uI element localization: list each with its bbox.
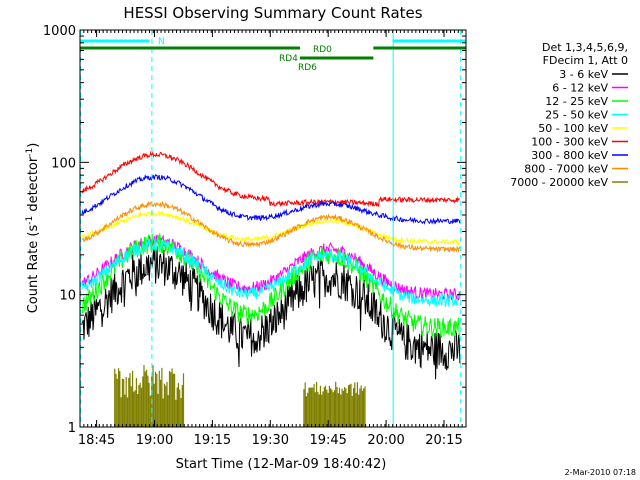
footer-date: 2-Mar-2010 07:18 (565, 468, 636, 477)
legend-label-4: 50 - 100 keV (538, 122, 608, 135)
x-axis-label: Start Time (12-Mar-09 18:40:42) (176, 457, 387, 472)
legend-label-1: 6 - 12 keV (552, 82, 608, 95)
legend: Det 1,3,4,5,6,9,FDecim 1, Att 03 - 6 keV… (510, 41, 628, 189)
series-layer (81, 150, 461, 427)
legend-label-0: 3 - 6 keV (559, 68, 608, 81)
x-tick-label-3: 19:30 (252, 433, 289, 448)
legend-label-5: 100 - 300 keV (531, 136, 608, 149)
series-line-3 (81, 238, 461, 308)
burst-0 (114, 365, 185, 427)
x-tick-label-1: 19:00 (136, 433, 173, 448)
legend-label-7: 800 - 7000 keV (524, 163, 608, 176)
chart-title: HESSI Observing Summary Count Rates (123, 4, 422, 22)
legend-header-1: FDecim 1, Att 0 (543, 54, 628, 67)
series-line-0 (81, 245, 461, 380)
series-line-6 (81, 173, 461, 225)
state-label-rd4: RD4 (279, 54, 298, 64)
y-tick-label-0: 1 (68, 421, 76, 436)
legend-label-3: 25 - 50 keV (545, 109, 608, 122)
series-line-4 (81, 210, 461, 247)
legend-label-8: 7000 - 20000 keV (510, 176, 608, 189)
state-label-rd0: RD0 (313, 45, 332, 55)
x-tick-label-0: 18:45 (78, 433, 115, 448)
state-label-rd6: RD6 (298, 63, 317, 73)
x-tick-label-6: 20:15 (425, 433, 462, 448)
legend-label-2: 12 - 25 keV (545, 95, 608, 108)
legend-header-0: Det 1,3,4,5,6,9, (542, 41, 628, 54)
burst-1 (303, 381, 366, 427)
axis-layer: 18:45 19:00 19:15 19:30 19:45 20:00 20:15 1 10 10… (43, 24, 467, 448)
x-tick-label-4: 19:45 (309, 433, 346, 448)
y-tick-label-2: 100 (51, 156, 76, 171)
plot-frame (79, 29, 467, 428)
x-tick-label-2: 19:15 (194, 433, 231, 448)
y-axis-label: Count Rate (s-1 detector-1) (25, 143, 41, 314)
series-line-5 (81, 150, 460, 208)
x-tick-label-5: 20:00 (367, 433, 404, 448)
state-label-n: N (158, 37, 165, 47)
series-line-7 (81, 200, 461, 253)
legend-label-6: 300 - 800 keV (531, 149, 608, 162)
y-tick-label-1: 10 (59, 289, 76, 304)
y-tick-label-3: 1000 (43, 24, 76, 39)
